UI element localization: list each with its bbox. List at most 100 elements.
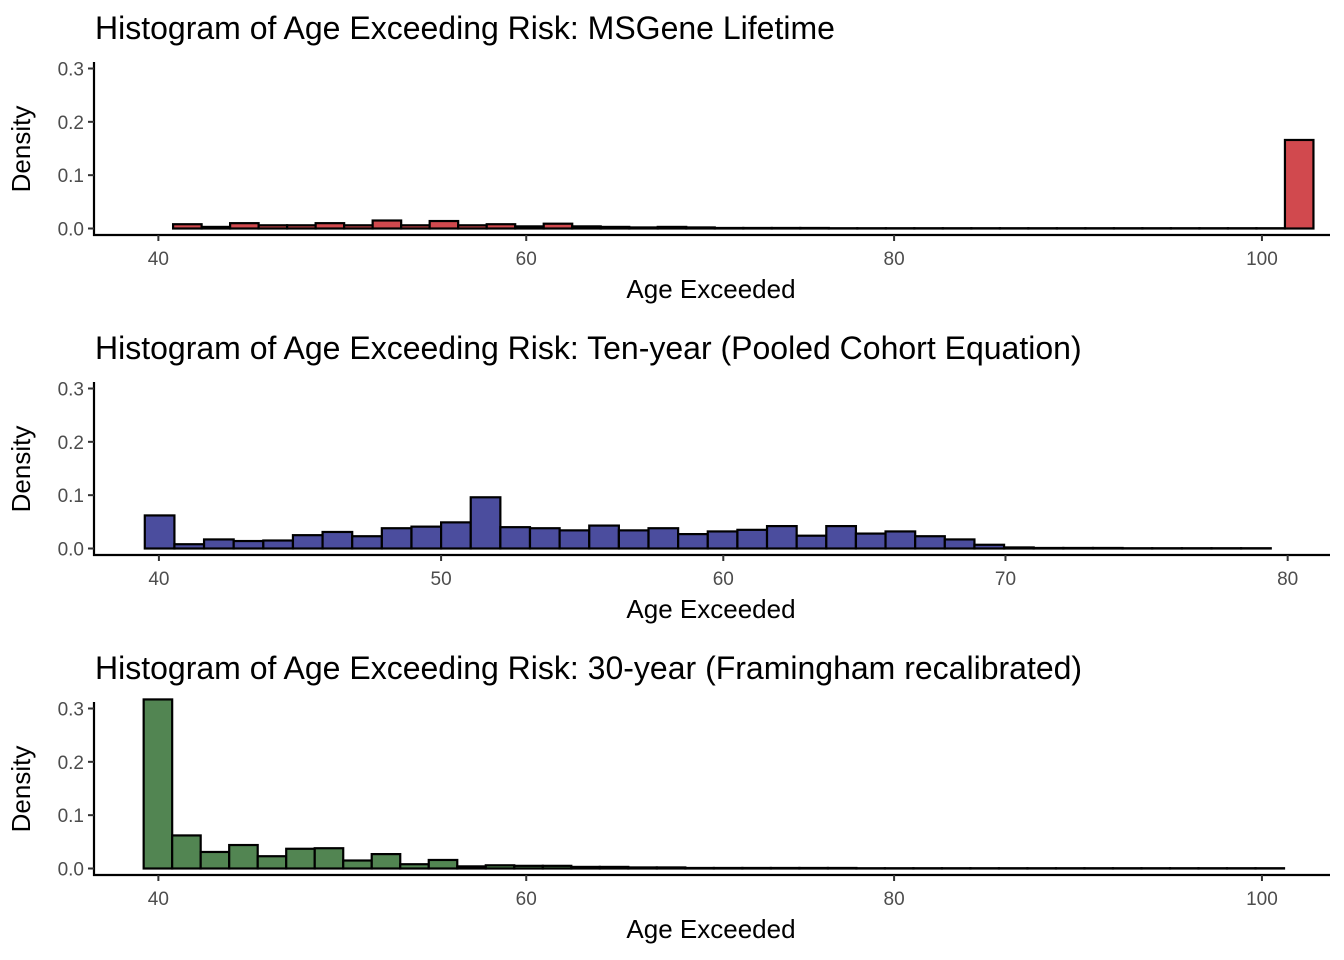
histogram-bar	[628, 226, 659, 230]
histogram-bar	[647, 527, 680, 550]
y-tick-label: 0.3	[58, 380, 84, 401]
histogram-bar	[677, 532, 709, 550]
histogram-bar	[499, 526, 532, 550]
panel-3-title: Histogram of Age Exceeding Risk: 30-year…	[95, 650, 1082, 686]
histogram-bar	[399, 863, 430, 870]
x-tick-label: 100	[1246, 889, 1278, 910]
histogram-bar	[798, 866, 829, 870]
histogram-bar	[713, 226, 745, 230]
histogram-bar	[342, 859, 373, 870]
histogram-bar	[826, 866, 858, 870]
x-tick-label: 40	[148, 569, 169, 590]
histogram-bar	[742, 226, 773, 230]
panel-1-y-axis-title: Density	[6, 106, 36, 193]
histogram-bar	[484, 864, 516, 870]
histogram-bar	[400, 224, 431, 230]
panel-3-x-axis-title: Age Exceeded	[626, 914, 795, 944]
x-tick-label: 40	[148, 889, 169, 910]
histogram-bar	[229, 222, 260, 230]
histogram-bar	[469, 496, 502, 550]
histogram-bar	[943, 538, 976, 550]
x-tick-label: 80	[884, 249, 905, 270]
histogram-bar	[1283, 138, 1315, 230]
x-tick-label: 80	[884, 889, 905, 910]
histogram-bar	[171, 223, 203, 230]
x-tick-label: 60	[713, 569, 734, 590]
histogram-bar	[1032, 546, 1065, 550]
y-tick-label: 0.2	[58, 433, 84, 454]
histogram-bar	[1091, 546, 1124, 550]
x-tick-label: 40	[148, 249, 169, 270]
histogram-bar	[599, 225, 631, 230]
histogram-bar	[440, 521, 472, 550]
histogram-bar	[428, 219, 460, 230]
histogram-bar	[588, 524, 620, 550]
histogram-bar	[542, 222, 574, 230]
histogram-bar	[143, 514, 176, 550]
y-tick-label: 0.2	[58, 113, 84, 134]
panel-1-bars	[171, 138, 1315, 230]
histogram-bar	[706, 530, 739, 550]
panel-msgene-lifetime: Histogram of Age Exceeding Risk: MSGene …	[6, 10, 1330, 304]
histogram-bar	[228, 843, 259, 870]
histogram-bar	[262, 539, 295, 550]
histogram-bar	[202, 538, 235, 550]
histogram-bar	[351, 535, 383, 550]
histogram-bar	[795, 534, 828, 550]
histogram-bar	[656, 225, 688, 230]
y-tick-label: 0.1	[58, 806, 84, 827]
histogram-bar	[736, 528, 769, 550]
x-tick-label: 50	[431, 569, 452, 590]
y-tick-label: 0.0	[58, 220, 84, 241]
panel-1-title: Histogram of Age Exceeding Risk: MSGene …	[95, 10, 835, 46]
histogram-bar	[765, 524, 798, 550]
histogram-bar	[1062, 546, 1095, 550]
histogram-bar	[513, 864, 544, 870]
histogram-bar	[617, 529, 650, 550]
histogram-bar	[712, 866, 744, 870]
histogram-bar	[655, 866, 687, 870]
x-tick-label: 70	[995, 569, 1016, 590]
histogram-bar	[769, 866, 801, 870]
histogram-bar	[558, 529, 591, 550]
panel-2-y-axis-title: Density	[6, 426, 36, 513]
histogram-bar	[142, 698, 174, 870]
y-tick-label: 0.1	[58, 166, 84, 187]
histogram-bar	[427, 858, 459, 870]
histogram-bar	[200, 225, 232, 230]
histogram-bar	[457, 224, 488, 230]
x-tick-label: 80	[1277, 569, 1298, 590]
histogram-bar	[173, 543, 206, 550]
y-tick-label: 0.0	[58, 860, 84, 881]
panel-2-bars	[143, 496, 1272, 550]
histogram-bar	[528, 527, 561, 550]
histogram-bar	[410, 525, 443, 550]
histogram-bar	[371, 219, 403, 230]
histogram-bar	[256, 855, 288, 870]
y-tick-label: 0.1	[58, 486, 84, 507]
histogram-bar	[825, 524, 858, 550]
x-tick-label: 60	[516, 889, 537, 910]
panel-2-x-axis-title: Age Exceeded	[626, 594, 795, 624]
histogram-bar	[570, 865, 601, 870]
y-tick-label: 0.0	[58, 540, 84, 561]
panel-3-ticks: 40 60 80 100 0.0 0.1 0.2 0.3	[58, 700, 1278, 911]
histogram-bar	[485, 223, 517, 230]
histogram-bar	[571, 225, 602, 230]
histogram-bar	[314, 222, 346, 230]
histogram-bar	[313, 847, 345, 870]
histogram-bar	[257, 224, 289, 230]
histogram-bar	[285, 847, 316, 870]
histogram-bar	[541, 864, 573, 870]
histogram-bar	[291, 534, 324, 550]
panel-3-y-axis-title: Density	[6, 746, 36, 833]
histogram-bar	[370, 852, 402, 870]
x-tick-label: 100	[1246, 249, 1278, 270]
y-tick-label: 0.3	[58, 60, 84, 81]
x-tick-label: 60	[516, 249, 537, 270]
histogram-bar	[770, 226, 802, 230]
histogram-bar	[514, 225, 545, 230]
y-tick-label: 0.3	[58, 700, 84, 721]
panel-thirty-year-framingham: Histogram of Age Exceeding Risk: 30-year…	[6, 650, 1330, 944]
histogram-bar	[799, 226, 830, 230]
